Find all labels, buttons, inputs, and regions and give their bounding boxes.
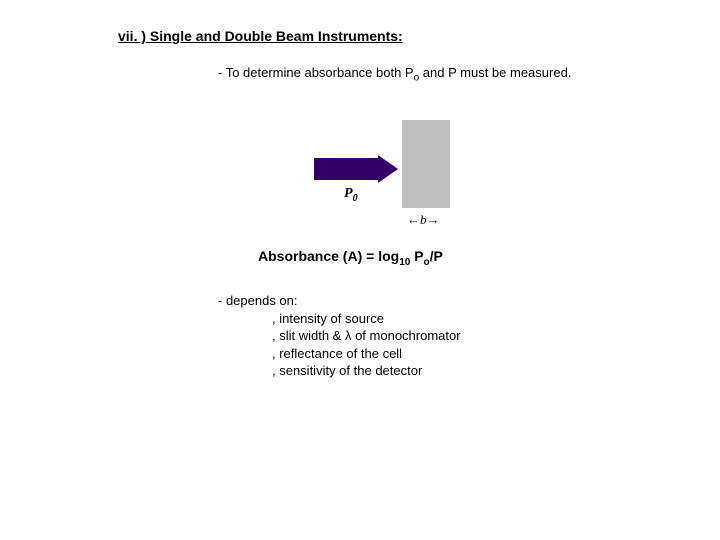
section-title: vii. ) Single and Double Beam Instrument…	[118, 28, 403, 44]
formula-part1: Absorbance (A) = log	[258, 248, 399, 264]
depends-item-3: , sensitivity of the detector	[218, 362, 461, 380]
sample-cell-box	[402, 120, 450, 208]
depends-item-2: , reflectance of the cell	[218, 345, 461, 363]
beam-diagram: P0 ←b→	[300, 120, 500, 230]
path-length-label: ←b→	[407, 212, 440, 228]
subtitle-prefix: - To determine absorbance both P	[218, 65, 414, 80]
depends-intro: - depends on:	[218, 292, 461, 310]
formula-sub1: 10	[399, 257, 410, 268]
subtitle-line: - To determine absorbance both Po and P …	[218, 65, 571, 84]
formula-part3: /P	[430, 248, 443, 264]
p0-label: P0	[344, 186, 358, 204]
depends-item-1: , slit width & λ of monochromator	[218, 327, 461, 345]
depends-block: - depends on: , intensity of source , sl…	[218, 292, 461, 380]
p0-main: P	[344, 186, 353, 201]
depends-item-0: , intensity of source	[218, 310, 461, 328]
p0-sub: 0	[353, 193, 358, 204]
subtitle-suffix: and P must be measured.	[419, 65, 571, 80]
arrow-body	[314, 158, 378, 180]
arrow-head-icon	[378, 155, 398, 183]
absorbance-formula: Absorbance (A) = log10 Po/P	[258, 248, 443, 268]
incident-beam-arrow	[314, 158, 396, 180]
formula-part2: P	[410, 248, 423, 264]
